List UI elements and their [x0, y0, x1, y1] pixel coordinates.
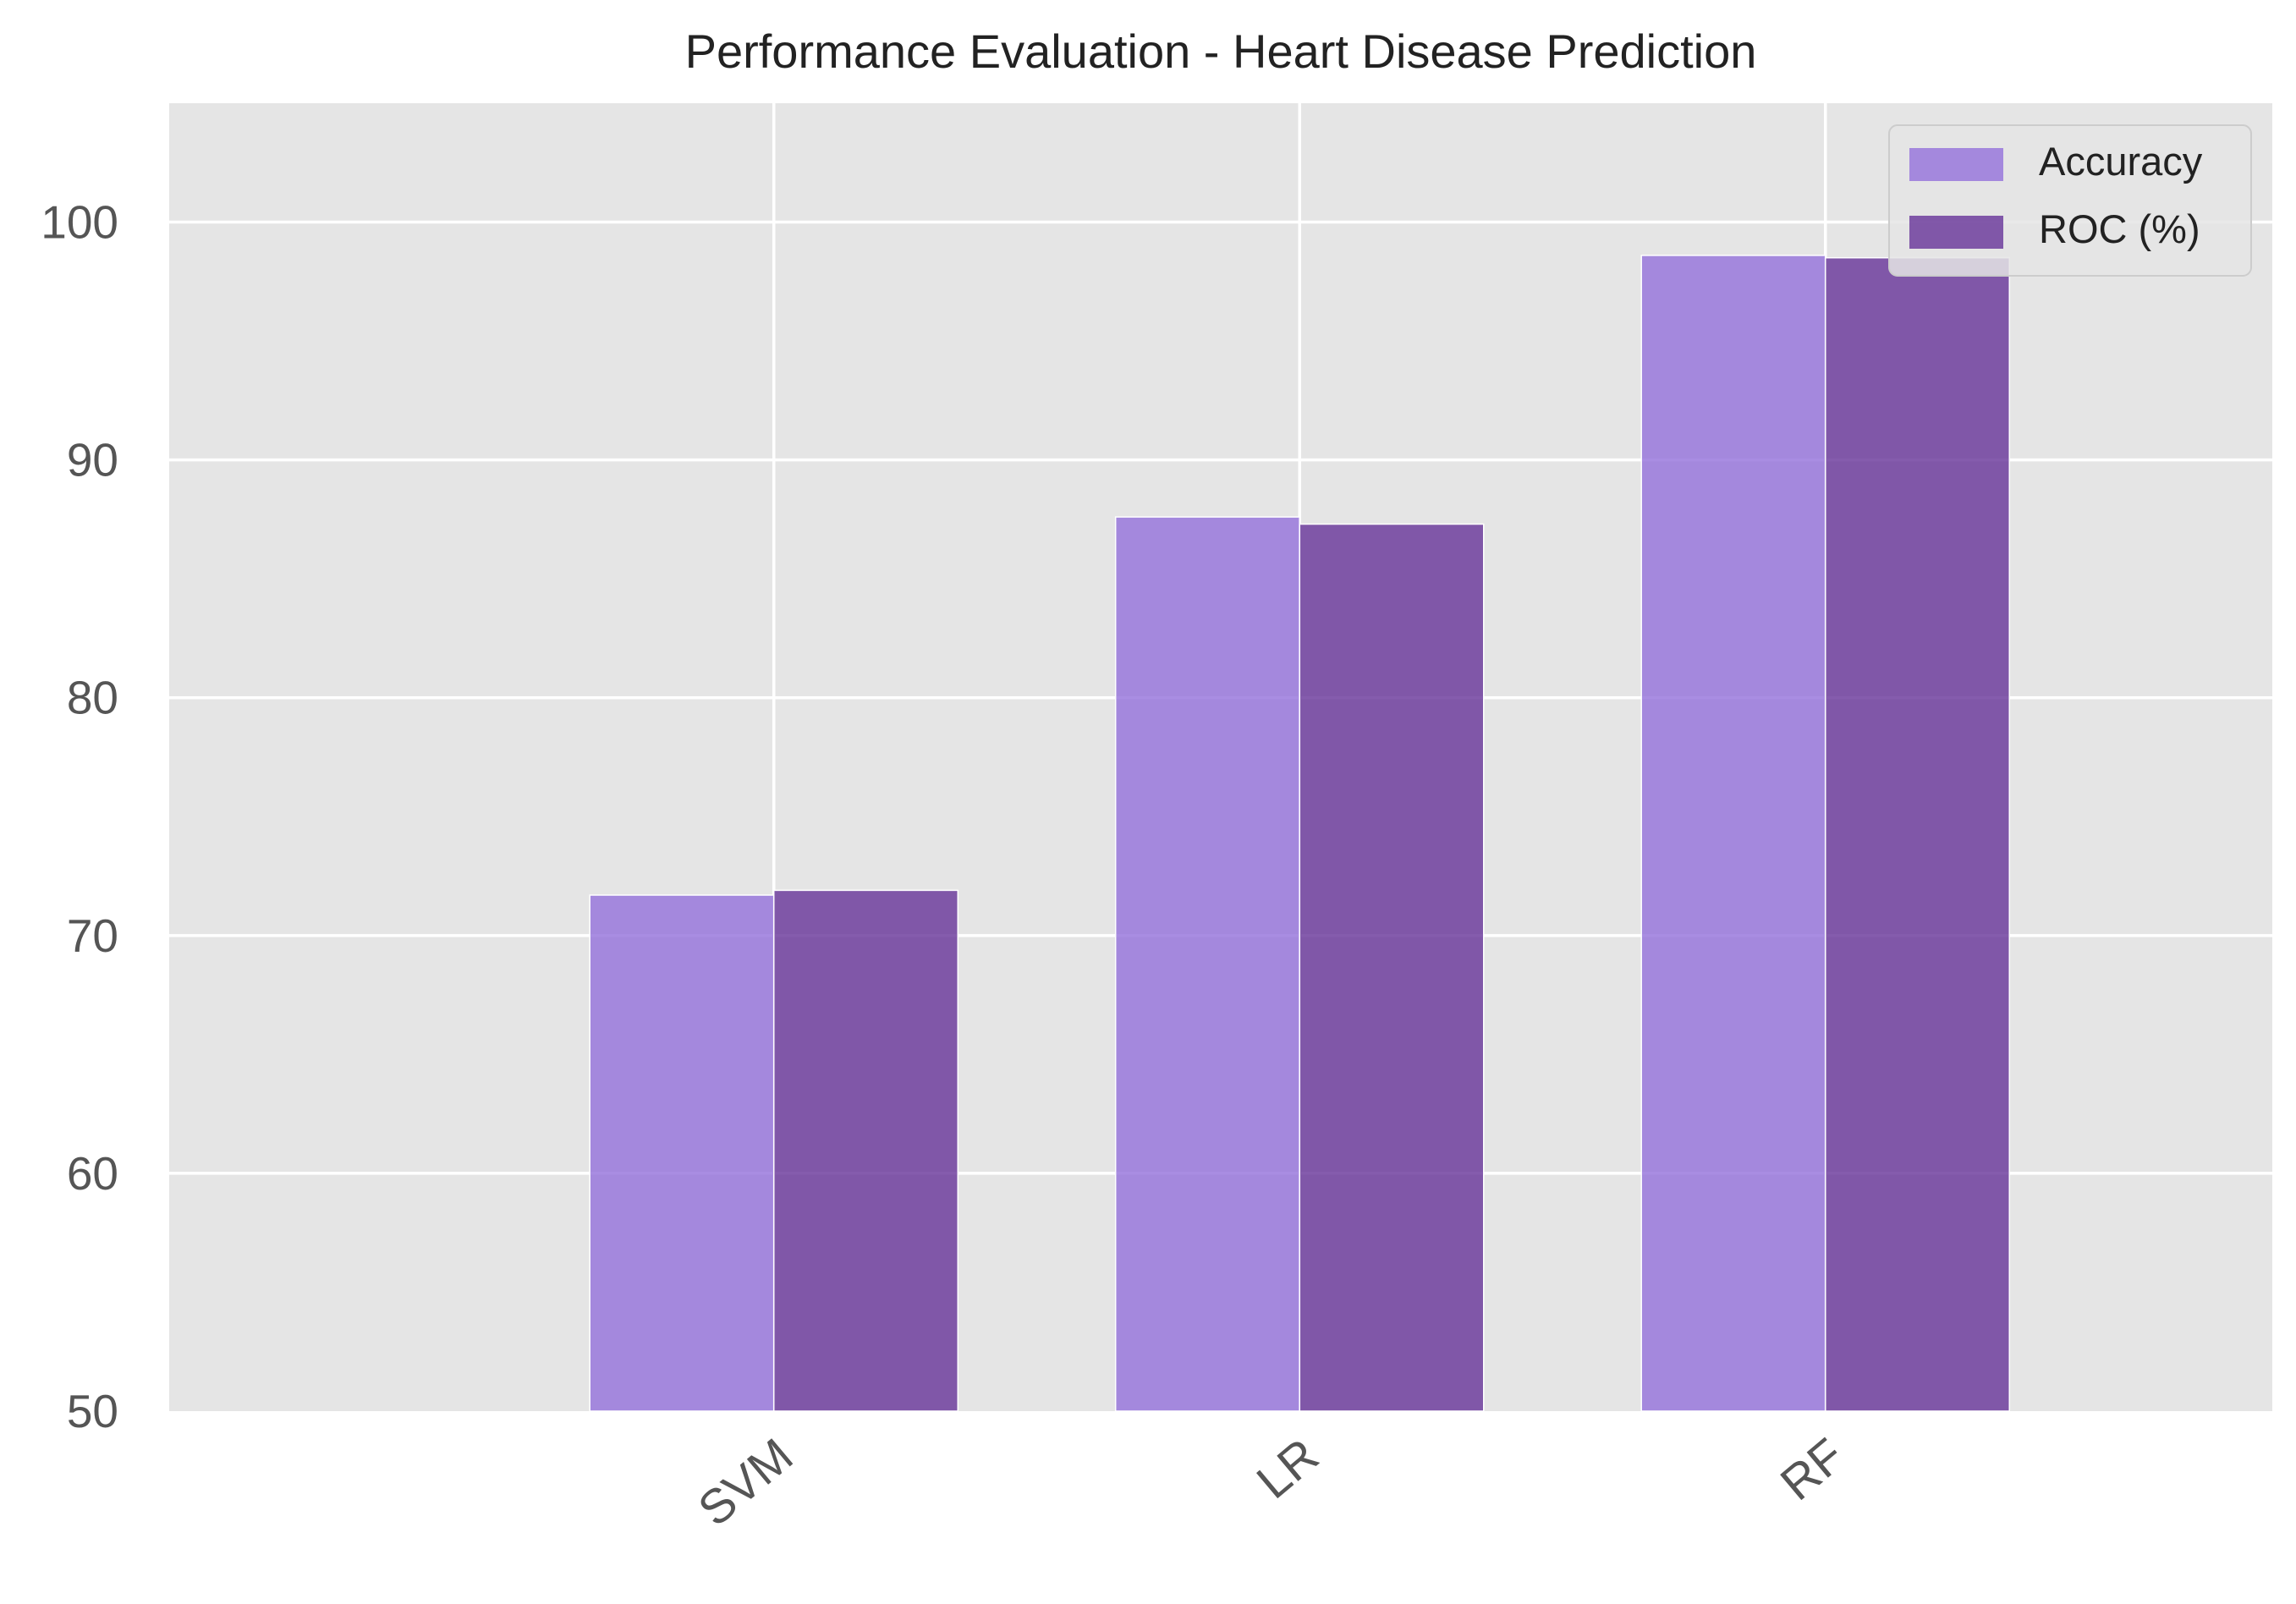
x-tick-label-rf: RF: [1771, 1428, 1854, 1511]
y-tick-label-90: 90: [67, 434, 118, 486]
legend: Accuracy ROC (%): [1888, 124, 2252, 277]
y-axis-ticks: 50 60 70 80 90 100: [41, 196, 118, 1437]
bar-roc-svm: [772, 889, 958, 1412]
y-tick-label-70: 70: [67, 909, 118, 962]
bars: [589, 255, 2011, 1412]
legend-swatch-accuracy: [1909, 148, 2003, 181]
legend-swatch-roc: [1909, 216, 2003, 249]
y-tick-label-80: 80: [67, 672, 118, 724]
bar-roc-lr: [1299, 523, 1485, 1412]
x-tick-label-lr: LR: [1247, 1428, 1329, 1509]
bar-accuracy-rf: [1640, 255, 1826, 1412]
bar-accuracy-svm: [589, 894, 775, 1412]
x-tick-label-svm: SVM: [689, 1428, 804, 1536]
bar-accuracy-lr: [1114, 516, 1300, 1412]
bar-roc-rf: [1824, 256, 2011, 1412]
y-tick-label-100: 100: [41, 196, 118, 249]
legend-label-accuracy: Accuracy: [2039, 139, 2203, 184]
y-tick-label-60: 60: [67, 1147, 118, 1200]
x-axis-ticks: SVM LR RF: [689, 1428, 1855, 1536]
chart-title: Performance Evaluation - Heart Disease P…: [685, 25, 1757, 78]
legend-label-roc: ROC (%): [2039, 206, 2200, 251]
y-tick-label-50: 50: [67, 1385, 118, 1437]
